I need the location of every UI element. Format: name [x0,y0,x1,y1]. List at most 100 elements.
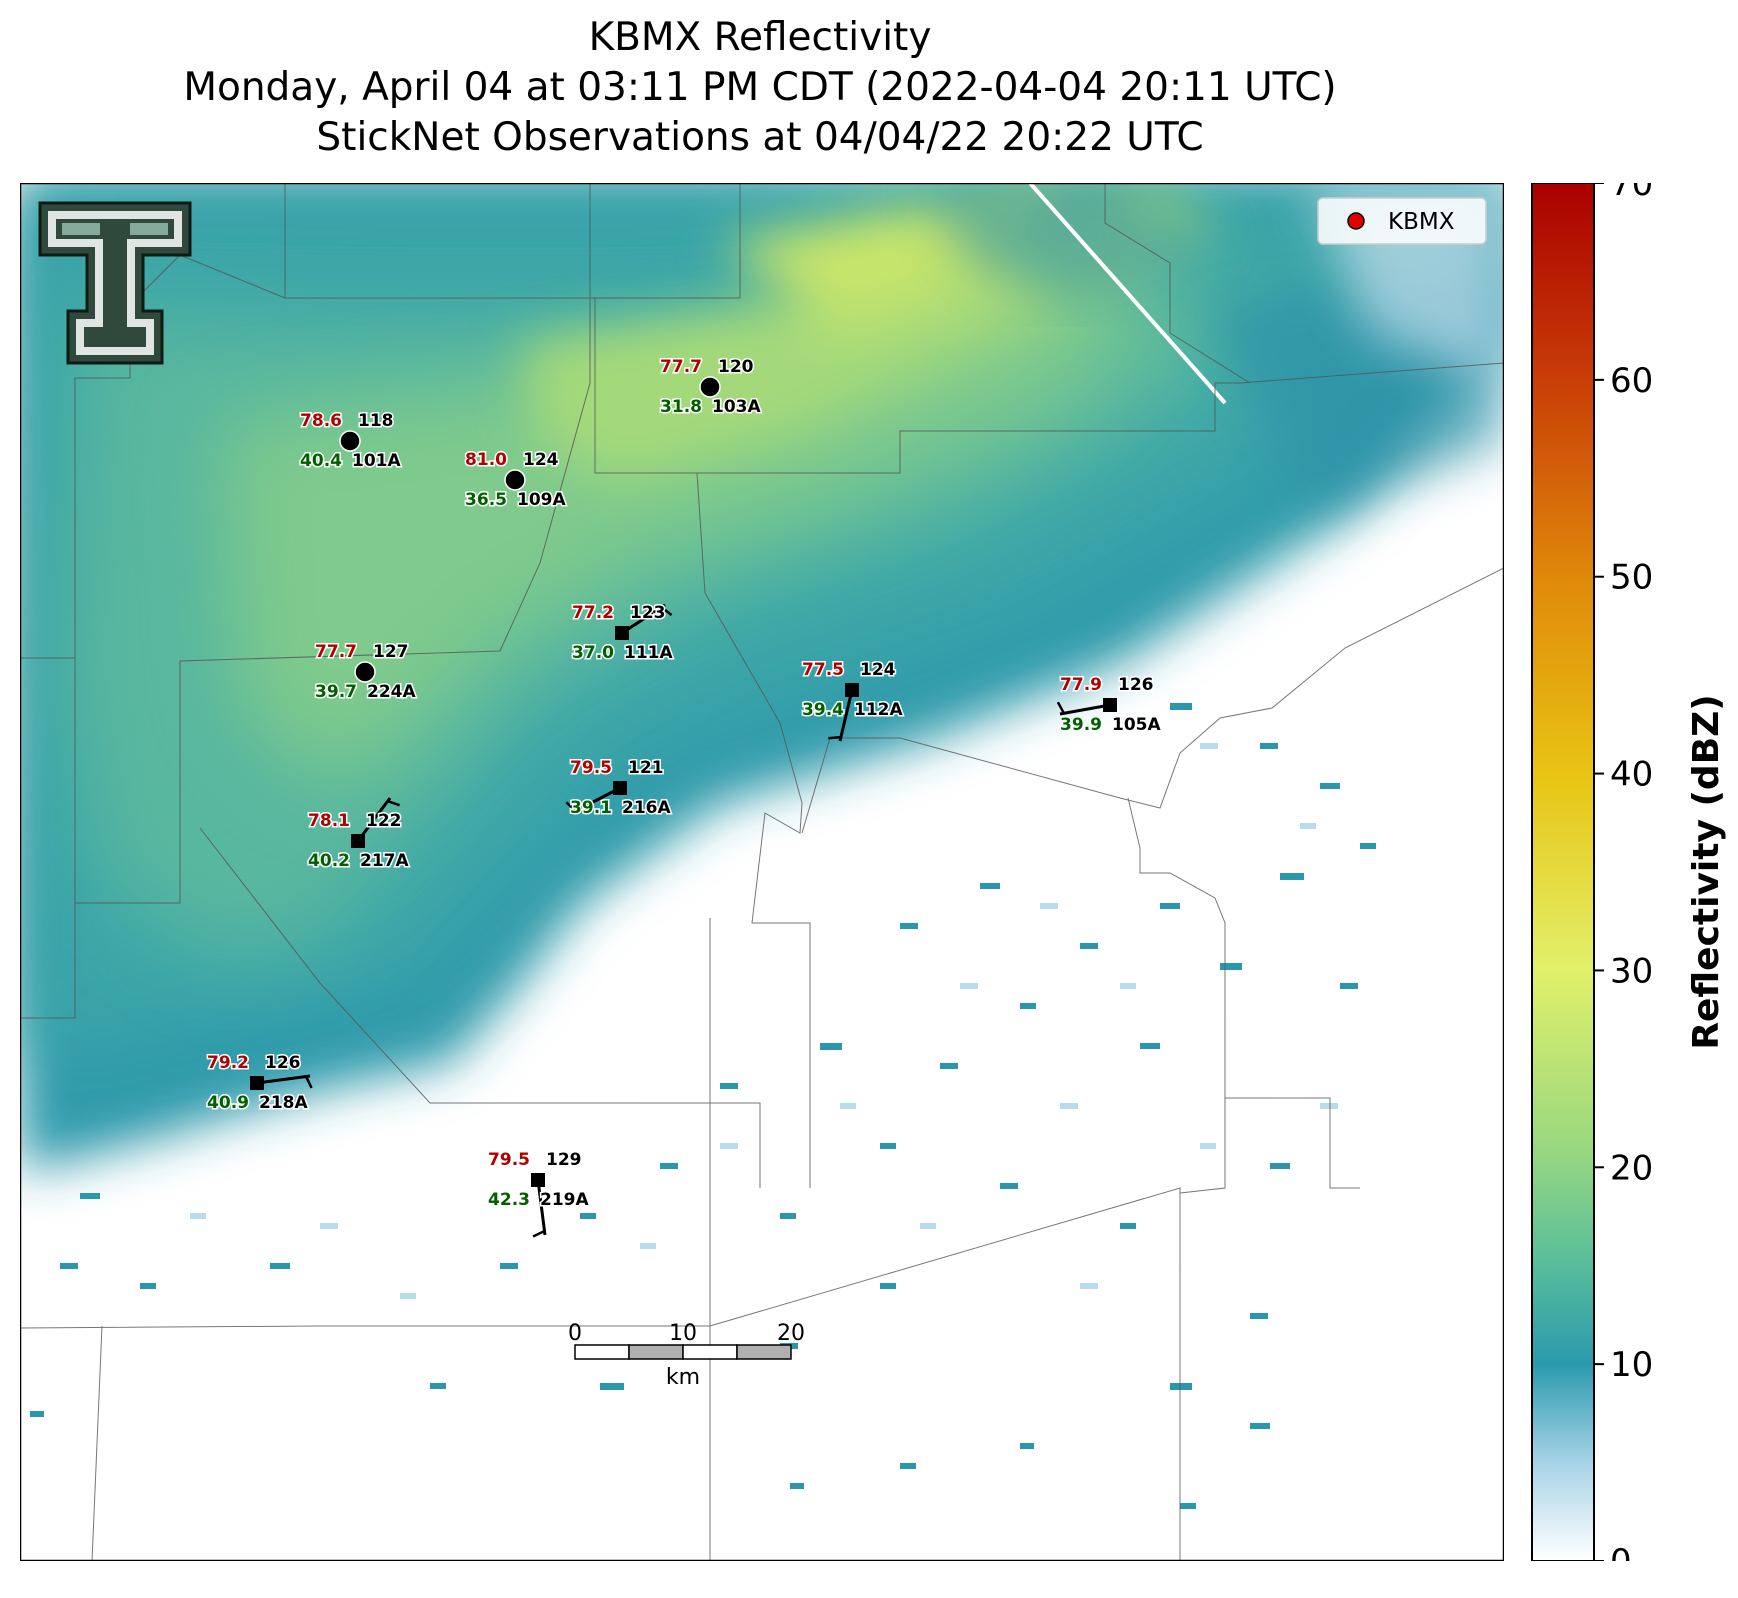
station-calm-marker [339,430,361,452]
station-dewpoint: 40.4 [300,451,342,471]
texas-tech-double-t-logo [38,201,192,365]
station-dewpoint: 37.0 [572,643,614,663]
station-temp: 77.2 [572,603,614,623]
scale-tick-10: 10 [669,1321,697,1346]
station-marker [1103,698,1117,712]
station-marker [351,834,365,848]
station-216a[interactable]: 79.5 121 39.1 216A [565,757,673,820]
legend-label: KBMX [1388,209,1455,235]
station-id: 219A [540,1190,589,1210]
station-temp: 79.5 [488,1150,530,1170]
wind-barb [838,689,854,742]
colorbar-tick-label: 20 [1610,1148,1653,1188]
wind-barb [621,603,666,635]
station-wind-dir: 123 [630,603,666,623]
station-marker [615,626,629,640]
colorbar: 0 10 20 30 40 50 60 70 Reflectivity (dBZ) [1531,183,1727,1561]
station-marker [845,683,859,697]
station-wind-dir: 124 [860,660,896,680]
wind-barb-flag [565,801,577,813]
station-109a[interactable]: 81.0 124 36.5 109A [464,449,568,512]
station-wind-dir: 127 [373,642,409,662]
station-temp: 81.0 [465,450,507,470]
station-calm-marker [504,469,526,491]
station-id: 109A [517,490,566,510]
station-calm-marker [354,661,376,683]
station-219a[interactable]: 79.5 129 42.3 219A [487,1149,591,1238]
station-wind-dir: 124 [523,450,559,470]
colorbar-gradient [1531,183,1595,1561]
station-temp: 79.2 [207,1053,249,1073]
station-calm-marker [699,376,721,398]
colorbar-ticks: 0 10 20 30 40 50 60 70 [1594,183,1653,1561]
station-217a[interactable]: 78.1 122 40.2 217A [307,797,411,873]
station-temp: 77.9 [1060,675,1102,695]
scale-tick-20: 20 [777,1321,805,1346]
station-id: 218A [259,1093,308,1113]
wind-barb [571,786,621,815]
wind-barb-flag [1056,701,1066,714]
station-id: 217A [360,851,409,871]
station-wind-dir: 122 [366,811,402,831]
station-dewpoint: 31.8 [660,397,702,417]
colorbar-tick-label: 10 [1610,1345,1653,1385]
station-temp: 79.5 [570,758,612,778]
legend-box: KBMX [1317,197,1487,245]
station-224a[interactable]: 77.7 127 39.7 224A [314,641,418,704]
station-id: 105A [1112,715,1161,735]
station-111a[interactable]: 77.2 123 37.0 111A [571,602,675,665]
wind-barb-flag [387,800,401,807]
station-id: 216A [622,798,671,818]
station-112a[interactable]: 77.5 124 39.4 112A [801,659,905,742]
title-line-2: Monday, April 04 at 03:11 PM CDT (2022-0… [183,65,1337,110]
title-line-1: KBMX Reflectivity [588,15,932,60]
colorbar-label: Reflectivity (dBZ) [1686,694,1727,1049]
scale-tick-0: 0 [568,1321,582,1346]
title-line-3: StickNet Observations at 04/04/22 20:22 … [316,115,1204,160]
radar-map[interactable]: 78.6 118 40.4 101A 77.7 120 31.8 103A 81.0 124 36.… [20,183,1504,1561]
station-marker [613,781,627,795]
station-temp: 77.7 [315,642,357,662]
station-marker [531,1173,545,1187]
station-temp: 77.7 [660,357,702,377]
station-dewpoint: 40.9 [207,1093,249,1113]
wind-barb [256,1074,311,1085]
scale-bar: 0 10 20 km [568,1321,805,1390]
station-dewpoint: 39.4 [802,700,844,720]
wind-barb [536,1179,547,1236]
colorbar-tick-label: 60 [1610,361,1653,401]
colorbar-tick-label: 50 [1610,558,1653,598]
colorbar-tick-label: 0 [1610,1542,1632,1561]
station-101a[interactable]: 78.6 118 40.4 101A [299,410,403,473]
station-dewpoint: 39.7 [315,682,357,702]
station-id: 112A [854,700,903,720]
colorbar-tick-label: 30 [1610,951,1653,991]
station-wind-dir: 129 [546,1150,582,1170]
station-id: 103A [712,397,761,417]
station-105a[interactable]: 77.9 126 39.9 105A [1056,674,1163,737]
station-dewpoint: 39.1 [570,798,612,818]
station-marker [250,1076,264,1090]
legend-marker [1347,212,1365,230]
station-wind-dir: 126 [1118,675,1154,695]
station-wind-dir: 126 [265,1053,301,1073]
station-temp: 78.1 [308,811,350,831]
wind-barb [1059,703,1111,716]
wind-barb [356,797,392,842]
station-wind-dir: 121 [628,758,664,778]
colorbar-tick-label: 40 [1610,755,1653,795]
station-dewpoint: 39.9 [1060,715,1102,735]
wind-barb-flag [828,735,842,740]
county-boundaries [20,183,1504,1561]
stations-layer: 78.6 118 40.4 101A 77.7 120 31.8 103A 81.0 124 36.… [206,356,1163,1238]
station-dewpoint: 36.5 [465,490,507,510]
station-id: 101A [352,451,401,471]
station-temp: 78.6 [300,411,342,431]
wind-barb-flag [532,1229,546,1238]
station-dewpoint: 40.2 [308,851,350,871]
wind-barb-flag [660,606,673,617]
station-218a[interactable]: 79.2 126 40.9 218A [206,1052,313,1115]
station-103a[interactable]: 77.7 120 31.8 103A [659,356,763,419]
wind-barb-flag [304,1075,313,1089]
station-wind-dir: 118 [358,411,394,431]
